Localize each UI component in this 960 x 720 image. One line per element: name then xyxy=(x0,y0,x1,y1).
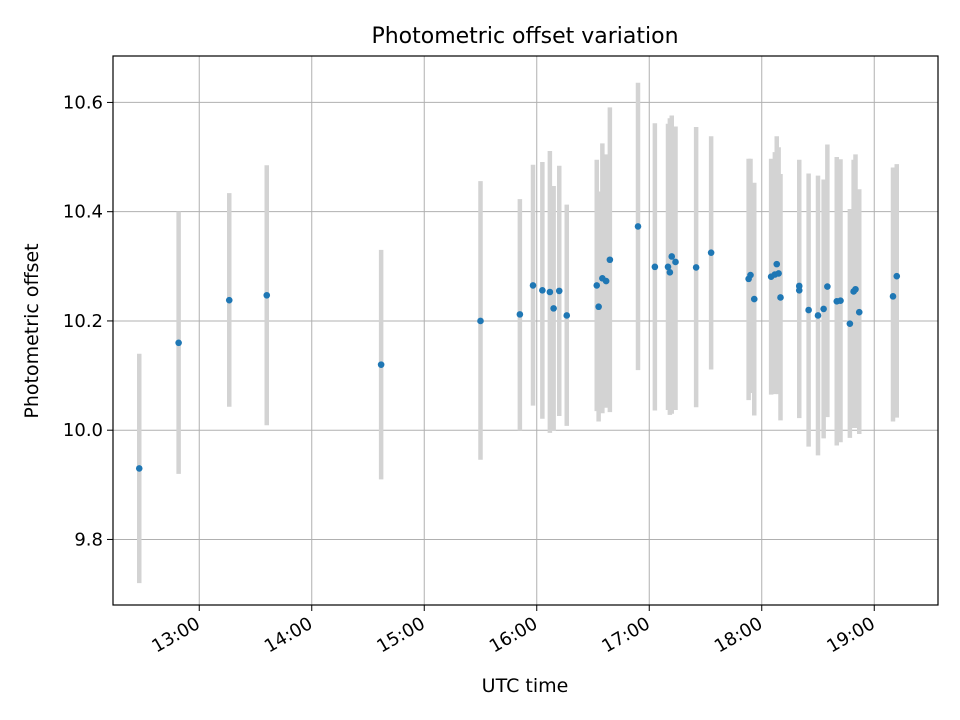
data-point xyxy=(889,293,897,300)
data-point xyxy=(135,465,143,472)
data-point xyxy=(595,303,602,311)
data-point xyxy=(672,258,679,266)
data-point xyxy=(846,320,854,327)
x-axis-label: UTC time xyxy=(482,675,569,697)
data-point xyxy=(777,294,784,301)
data-point xyxy=(602,277,610,285)
data-point xyxy=(855,308,863,316)
data-point xyxy=(837,297,844,305)
y-tick-label: 10.2 xyxy=(63,311,103,332)
axes-frame xyxy=(112,55,939,606)
data-point xyxy=(225,296,233,304)
data-point xyxy=(563,312,571,319)
data-point xyxy=(747,271,754,279)
data-point xyxy=(805,306,812,314)
data-point xyxy=(664,263,672,271)
y-axis: 9.8 10.0 10.2 10.4 10.6 xyxy=(63,92,113,550)
y-axis-label: Photometric offset xyxy=(21,243,43,418)
data-point xyxy=(750,295,758,303)
chart-title: Photometric offset variation xyxy=(371,24,678,49)
data-point xyxy=(820,305,827,313)
data-point xyxy=(477,317,484,325)
data-point xyxy=(707,249,715,256)
data-point xyxy=(651,263,659,271)
data-point xyxy=(606,256,614,264)
data-point xyxy=(814,312,822,319)
data-point xyxy=(175,339,182,347)
y-tick-label: 9.8 xyxy=(74,529,103,550)
data-point xyxy=(550,305,557,312)
data-point xyxy=(692,264,700,271)
y-tick-label: 10.6 xyxy=(63,92,103,113)
data-point xyxy=(516,311,524,318)
data-point xyxy=(555,287,563,295)
data-point xyxy=(539,287,546,294)
data-point xyxy=(634,223,642,230)
y-tick-label: 10.0 xyxy=(63,420,103,441)
data-point xyxy=(824,283,831,290)
data-point xyxy=(668,253,676,260)
data-point xyxy=(773,260,781,268)
data-point xyxy=(377,361,385,368)
data-point xyxy=(546,288,554,296)
data-point xyxy=(852,285,859,293)
data-point xyxy=(529,282,537,289)
data-point xyxy=(775,270,782,277)
data-point xyxy=(593,282,601,289)
data-points xyxy=(135,223,901,472)
data-point xyxy=(666,269,674,276)
data-point xyxy=(893,272,901,280)
data-point xyxy=(795,287,803,294)
data-point xyxy=(263,291,271,299)
y-tick-label: 10.4 xyxy=(63,202,103,223)
